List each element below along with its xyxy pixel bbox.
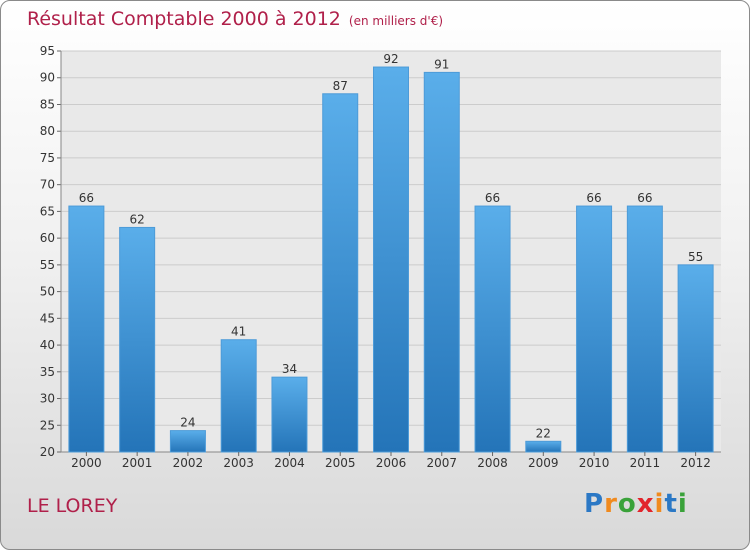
data-label: 24 — [180, 416, 195, 430]
logo-letter: t — [664, 489, 678, 519]
data-label: 66 — [79, 191, 94, 205]
bar — [576, 205, 613, 453]
data-label: 91 — [434, 57, 449, 71]
x-tick-label: 2001 — [122, 456, 153, 470]
bar — [322, 93, 359, 453]
y-tick-label: 45 — [40, 311, 55, 325]
x-tick-label: 2005 — [325, 456, 356, 470]
bar — [271, 376, 308, 453]
x-tick-label: 2011 — [630, 456, 661, 470]
data-label: 22 — [536, 426, 551, 440]
y-tick-label: 65 — [40, 204, 55, 218]
x-tick-label: 2012 — [680, 456, 711, 470]
bar — [119, 226, 156, 453]
data-label: 41 — [231, 325, 246, 339]
y-tick-label: 25 — [40, 418, 55, 432]
bar — [474, 205, 511, 453]
x-tick-label: 2004 — [274, 456, 305, 470]
bar — [423, 71, 460, 453]
y-tick-label: 60 — [40, 231, 55, 245]
data-label: 92 — [383, 52, 398, 66]
y-tick-label: 95 — [40, 44, 55, 58]
place-name: LE LOREY — [27, 495, 118, 517]
title-text: Résultat Comptable 2000 à 2012 — [27, 8, 341, 30]
y-tick-label: 30 — [40, 392, 55, 406]
chart-title: Résultat Comptable 2000 à 2012 (en millie… — [27, 8, 443, 30]
y-tick-label: 80 — [40, 124, 55, 138]
y-tick-label: 40 — [40, 338, 55, 352]
logo-letter: P — [584, 489, 605, 519]
data-label: 55 — [688, 250, 703, 264]
bar — [626, 205, 663, 453]
x-tick-label: 2007 — [426, 456, 457, 470]
data-label: 62 — [130, 212, 145, 226]
bar — [169, 430, 206, 453]
logo-letter: i — [654, 489, 665, 519]
title-unit: (en milliers d'€) — [348, 14, 444, 28]
bar — [373, 66, 409, 453]
y-tick-label: 85 — [40, 97, 55, 111]
bar — [220, 339, 257, 453]
data-label: 34 — [282, 362, 297, 376]
data-label: 66 — [586, 191, 601, 205]
data-label: 87 — [333, 79, 348, 93]
x-tick-label: 2010 — [579, 456, 610, 470]
y-tick-label: 70 — [40, 178, 55, 192]
bar-chart: 20 25 30 35 40 45 50 55 60 65 70 75 80 85 90 95 66 2000 62… — [40, 44, 721, 470]
y-tick-label: 90 — [40, 71, 55, 85]
logo-letter: r — [604, 489, 618, 519]
bar — [525, 440, 562, 453]
y-tick-label: 20 — [40, 445, 55, 459]
y-tick-label: 35 — [40, 365, 55, 379]
x-tick-label: 2002 — [173, 456, 204, 470]
x-tick-label: 2003 — [223, 456, 254, 470]
y-tick-label: 75 — [40, 151, 55, 165]
y-tick-label: 55 — [40, 258, 55, 272]
data-label: 66 — [485, 191, 500, 205]
x-tick-label: 2008 — [477, 456, 508, 470]
logo-letter: o — [617, 489, 637, 519]
x-tick-label: 2009 — [528, 456, 559, 470]
bar — [68, 205, 105, 453]
data-label: 66 — [637, 191, 652, 205]
proxiti-logo: Proxiti — [584, 489, 688, 519]
bar — [677, 264, 714, 453]
x-tick-label: 2000 — [71, 456, 102, 470]
logo-letter: i — [677, 489, 688, 519]
x-tick-label: 2006 — [376, 456, 407, 470]
logo-letter: x — [636, 489, 655, 519]
y-tick-label: 50 — [40, 285, 55, 299]
